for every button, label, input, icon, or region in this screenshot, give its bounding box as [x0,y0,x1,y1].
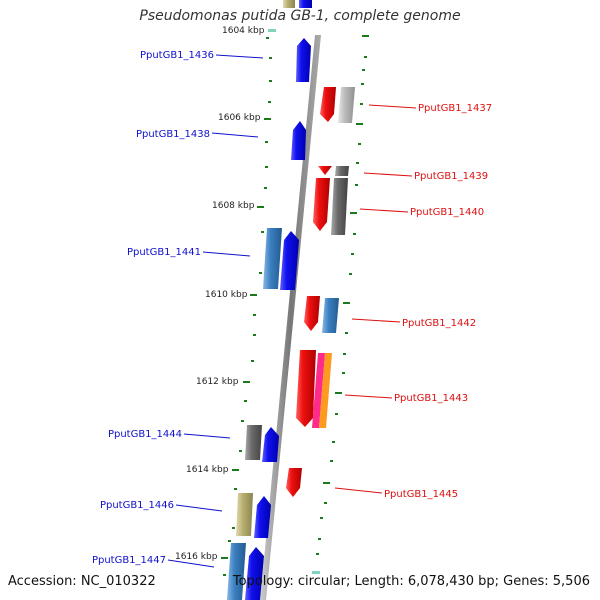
kbp-label: 1612 kbp [196,377,239,387]
gene-box-pputgb1-1440-b[interactable] [331,178,348,235]
gene-label-right[interactable]: PputGB1_1439 [414,171,488,182]
gene-box-pputgb1-1446-a[interactable] [236,493,253,536]
kbp-labels: 1604 kbp 1606 kbp 1608 kbp 1610 kbp 1612… [175,26,276,562]
kbp-label: 1604 kbp [222,26,265,36]
right-gene-labels: PputGB1_1437 PputGB1_1439 PputGB1_1440 P… [384,103,492,500]
left-gene-labels: PputGB1_1436 PputGB1_1438 PputGB1_1441 P… [92,50,214,566]
gene-box-pputgb1-1443-c[interactable] [319,353,332,428]
gene-box-pputgb1-1437-b[interactable] [338,87,355,123]
gene-arrow-pputgb1-1441[interactable] [280,231,299,290]
gene-label-left[interactable]: PputGB1_1446 [100,500,174,511]
gene-box-pputgb1-1441-a[interactable] [263,228,282,289]
right-leader-lines [334,104,417,494]
accession-text: Accession: NC_010322 [8,574,156,589]
gene-box-pputgb1-1447-a[interactable] [227,543,246,600]
gene-label-right[interactable]: PputGB1_1440 [410,207,484,218]
gene-label-left[interactable]: PputGB1_1441 [127,247,201,258]
kbp-label: 1616 kbp [175,552,218,562]
gene-label-right[interactable]: PputGB1_1443 [394,393,468,404]
gene-box-pputgb1-1439-b[interactable] [335,166,349,176]
gene-arrow-pputgb1-1440[interactable] [313,178,330,231]
kbp-label: 1610 kbp [205,290,248,300]
gene-label-left[interactable]: PputGB1_1447 [92,555,166,566]
gene-box-pputgb1-1442-b[interactable] [322,298,339,333]
genome-title: Pseudomonas putida GB-1, complete genome [139,8,461,24]
gene-partial-olive[interactable] [283,0,295,8]
gene-label-right[interactable]: PputGB1_1442 [402,318,476,329]
gene-box-pputgb1-1443-b[interactable] [312,353,325,428]
gene-arrow-pputgb1-1446[interactable] [254,496,271,538]
left-strand-genes [227,0,312,600]
gene-arrow-pputgb1-1444[interactable] [262,427,279,462]
topology-text: Topology: circular; Length: 6,078,430 bp… [232,574,590,589]
left-leader-lines [167,54,264,568]
gene-label-left[interactable]: PputGB1_1438 [136,129,210,140]
right-strand-genes [286,87,355,574]
left-tick-track [221,37,272,576]
gene-arrow-pputgb1-1442[interactable] [304,296,320,331]
right-tick-track [316,35,369,555]
kbp-label: 1614 kbp [186,465,229,475]
gene-partial-blue[interactable] [299,0,312,8]
gene-box-pputgb1-1444-a[interactable] [245,425,262,460]
gene-arrow-pputgb1-1443[interactable] [296,350,316,427]
gene-label-left[interactable]: PputGB1_1436 [140,50,214,61]
gene-arrow-pputgb1-1437[interactable] [320,87,336,122]
gene-arrow-pputgb1-1438[interactable] [291,121,306,160]
gene-label-left[interactable]: PputGB1_1444 [108,429,182,440]
gene-arrow-pputgb1-1445[interactable] [286,468,302,497]
kbp-label: 1608 kbp [212,201,255,211]
gene-label-right[interactable]: PputGB1_1445 [384,489,458,500]
gene-arrow-pputgb1-1447[interactable] [245,547,264,600]
gene-label-right[interactable]: PputGB1_1437 [418,103,492,114]
kbp-label: 1606 kbp [218,113,261,123]
gene-arrow-pputgb1-1436[interactable] [296,38,311,82]
gene-arrow-pputgb1-1439[interactable] [318,166,332,175]
